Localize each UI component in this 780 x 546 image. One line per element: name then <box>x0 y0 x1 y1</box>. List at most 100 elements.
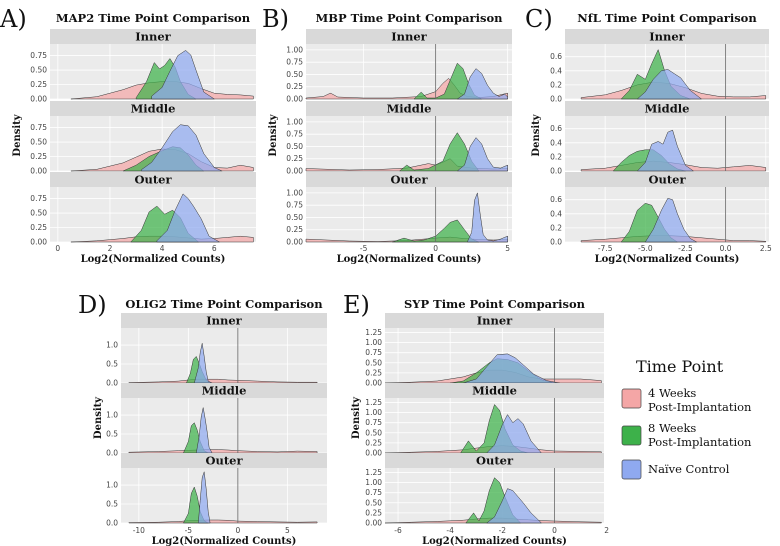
legend-title: Time Point <box>636 357 724 376</box>
facet-outer: Outer 0.0 0.5 1.0 <box>106 453 327 528</box>
y-tick-label: 0.2 <box>550 223 562 232</box>
x-tick-label: -2.5 <box>678 244 693 253</box>
y-tick-label: 0.5 <box>106 500 118 509</box>
y-tick-label: 0.25 <box>365 438 382 447</box>
y-tick-label: 0.0 <box>550 95 562 104</box>
y-tick-label: 1.00 <box>365 408 382 417</box>
density-area-naive-control <box>156 193 221 243</box>
x-tick-label: -10 <box>133 526 145 535</box>
density-area-naive-control <box>463 353 560 384</box>
facet-strip-label: Middle <box>472 384 517 398</box>
y-tick-label: 0.75 <box>365 418 382 427</box>
y-tick-label: 0.75 <box>286 130 303 139</box>
y-tick-label: 0.00 <box>30 167 47 176</box>
density-area-naive-control <box>193 343 213 384</box>
density-area-naive-control <box>141 124 223 172</box>
density-area-naive-control <box>196 407 213 454</box>
chart-a: A) MAP2 Time Point Comparison Inner 0.00 0.2… <box>0 5 256 265</box>
x-axis-title: Log2(Normalized Counts) <box>337 254 482 265</box>
facet-strip-label: Outer <box>476 454 514 468</box>
y-tick-label: 0.0 <box>550 238 562 247</box>
x-tick-label: -5 <box>185 526 193 535</box>
y-tick-label: 1.25 <box>365 468 382 477</box>
y-tick-label: 0.50 <box>30 66 47 75</box>
panel-letter: C) <box>525 5 553 33</box>
chart-c: C) NfL Time Point Comparison Inner 0.0 0.2 0.… <box>525 5 772 265</box>
x-tick-label: 2 <box>604 526 609 535</box>
y-axis-title: Density <box>268 113 279 156</box>
x-tick-label: 4 <box>160 244 165 253</box>
density-area-naive-control <box>466 192 508 243</box>
y-tick-label: 0.4 <box>550 138 562 147</box>
panel-letter: D) <box>78 291 107 319</box>
y-tick-label: 0.50 <box>365 428 382 437</box>
y-tick-label: 0.75 <box>365 348 382 357</box>
facet-inner: Inner 0.00 0.25 0.50 0.75 1.00 <box>286 29 512 104</box>
facet-strip <box>50 29 256 44</box>
facet-middle: Middle 0.00 0.250.500.751.001.25 <box>365 383 608 458</box>
panel-letter: E) <box>343 291 370 319</box>
density-area-naive-control <box>151 50 216 100</box>
y-tick-label: 0.50 <box>365 498 382 507</box>
facet-strip <box>121 453 327 468</box>
y-tick-label: 0.6 <box>550 52 562 61</box>
facet-strip <box>385 313 604 328</box>
y-tick-label: 0.25 <box>365 368 382 377</box>
x-tick-label: 0 <box>235 526 240 535</box>
facet-inner: Inner 0.00 0.250.500.751.001.25 <box>365 313 608 388</box>
y-tick-label: 0.00 <box>286 167 303 176</box>
x-axis-title: Log2(Normalized Counts) <box>81 254 226 265</box>
x-tick-label: 5 <box>505 244 510 253</box>
facet-strip-label: Middle <box>131 102 176 116</box>
facet-strip <box>565 29 769 44</box>
facet-outer: Outer 0.00 0.25 0.50 0.75 1.00 <box>286 172 512 247</box>
y-tick-label: 1.00 <box>286 188 303 197</box>
y-tick-label: 0.25 <box>30 223 47 232</box>
y-tick-label: 0.75 <box>365 488 382 497</box>
chart-title: NfL Time Point Comparison <box>577 11 757 25</box>
y-tick-label: 0.50 <box>286 213 303 222</box>
y-tick-label: 0.50 <box>30 138 47 147</box>
x-tick-label: -2 <box>499 526 507 535</box>
chart-title: SYP Time Point Comparison <box>404 297 586 311</box>
y-tick-label: 1.0 <box>106 411 118 420</box>
facet-outer: Outer 0.00 0.25 0.50 0.75 <box>30 172 256 247</box>
chart-title: MAP2 Time Point Comparison <box>56 11 251 25</box>
y-tick-label: 0.50 <box>30 209 47 218</box>
chart-e: E) SYP Time Point Comparison Inner 0.00 0.25… <box>343 291 609 546</box>
y-tick-label: 1.0 <box>106 481 118 490</box>
y-axis-title: Density <box>12 113 23 156</box>
facet-strip-label: Outer <box>390 173 428 187</box>
density-area-4-weeks <box>128 378 318 384</box>
legend-label-4-weeks-line2: Post-Implantation <box>648 400 752 414</box>
facet-panel <box>121 328 327 383</box>
x-tick-label: 6 <box>212 244 217 253</box>
facet-panel <box>121 398 327 453</box>
y-tick-label: 0.00 <box>30 95 47 104</box>
y-tick-label: 0.75 <box>286 201 303 210</box>
facet-middle: Middle 0.0 0.2 0.4 0.6 <box>550 101 769 176</box>
y-tick-label: 0.0 <box>106 519 118 528</box>
facet-strip-label: Inner <box>206 314 242 328</box>
y-tick-label: 0.00 <box>365 449 382 458</box>
x-tick-label: -5 <box>360 244 368 253</box>
y-tick-label: 0.6 <box>550 195 562 204</box>
y-tick-label: 0.75 <box>30 51 47 60</box>
y-tick-label: 0.25 <box>286 82 303 91</box>
y-tick-label: 0.00 <box>286 95 303 104</box>
y-tick-label: 0.4 <box>550 66 562 75</box>
density-area-naive-control <box>485 488 543 524</box>
y-tick-label: 1.0 <box>106 341 118 350</box>
facet-strip <box>306 101 512 116</box>
facet-strip-label: Middle <box>387 102 432 116</box>
panel-letter: B) <box>262 5 289 33</box>
facet-middle: Middle 0.00 0.25 0.50 0.75 1.00 <box>286 101 512 176</box>
y-tick-label: 0.50 <box>286 142 303 151</box>
y-tick-label: 1.25 <box>365 328 382 337</box>
y-tick-label: 0.00 <box>30 238 47 247</box>
facet-strip <box>121 383 327 398</box>
x-tick-label: 0 <box>552 526 557 535</box>
y-tick-label: 0.25 <box>30 152 47 161</box>
y-axis-title: Density <box>531 113 542 156</box>
x-tick-label: 0.0 <box>720 244 732 253</box>
